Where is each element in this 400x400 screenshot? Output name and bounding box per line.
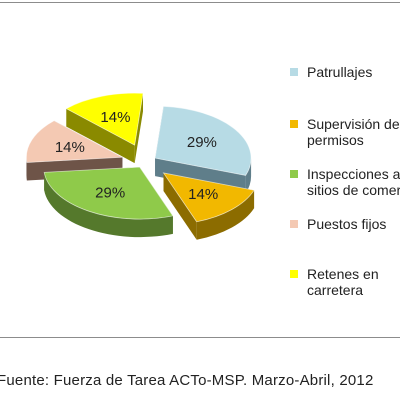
legend-swatch xyxy=(290,220,298,228)
legend-swatch xyxy=(290,68,298,76)
pie-data-label: 14% xyxy=(188,186,218,203)
pie-slice-side xyxy=(196,190,255,240)
pie-slice-top xyxy=(162,172,255,223)
pie-slice-wall xyxy=(66,108,135,164)
legend-swatch xyxy=(290,270,298,278)
legend-label: Retenes en carretera xyxy=(307,266,379,298)
pie-slice-side xyxy=(44,172,173,238)
pie-chart: 29% 14% 29% 14% 14% xyxy=(25,92,255,240)
legend-label: Supervisión de permisos xyxy=(307,116,400,148)
pie-slice-top xyxy=(154,105,252,176)
source-note: Fuente: Fuerza de Tarea ACTo-MSP. Marzo-… xyxy=(0,372,374,389)
pie-slice-wall xyxy=(134,93,144,164)
pie-data-label: 14% xyxy=(55,139,85,156)
legend-label: Puestos fijos xyxy=(307,216,387,232)
legend-swatch xyxy=(290,170,298,178)
pie-slice xyxy=(162,172,255,240)
pie-data-label: 29% xyxy=(95,185,125,202)
legend-label: Patrullajes xyxy=(307,64,373,80)
pie-slice-top xyxy=(65,92,144,146)
legend-label: Inspecciones a sitios de comercio xyxy=(307,166,400,198)
pie-data-label: 29% xyxy=(187,134,217,151)
pie-slice xyxy=(43,166,174,238)
pie-slice-top xyxy=(25,120,124,163)
pie-slice-wall xyxy=(163,172,197,240)
legend-swatch xyxy=(290,120,298,128)
pie-slice-top xyxy=(43,166,174,220)
pie-data-label: 14% xyxy=(100,109,130,126)
pie-slice xyxy=(65,92,144,164)
